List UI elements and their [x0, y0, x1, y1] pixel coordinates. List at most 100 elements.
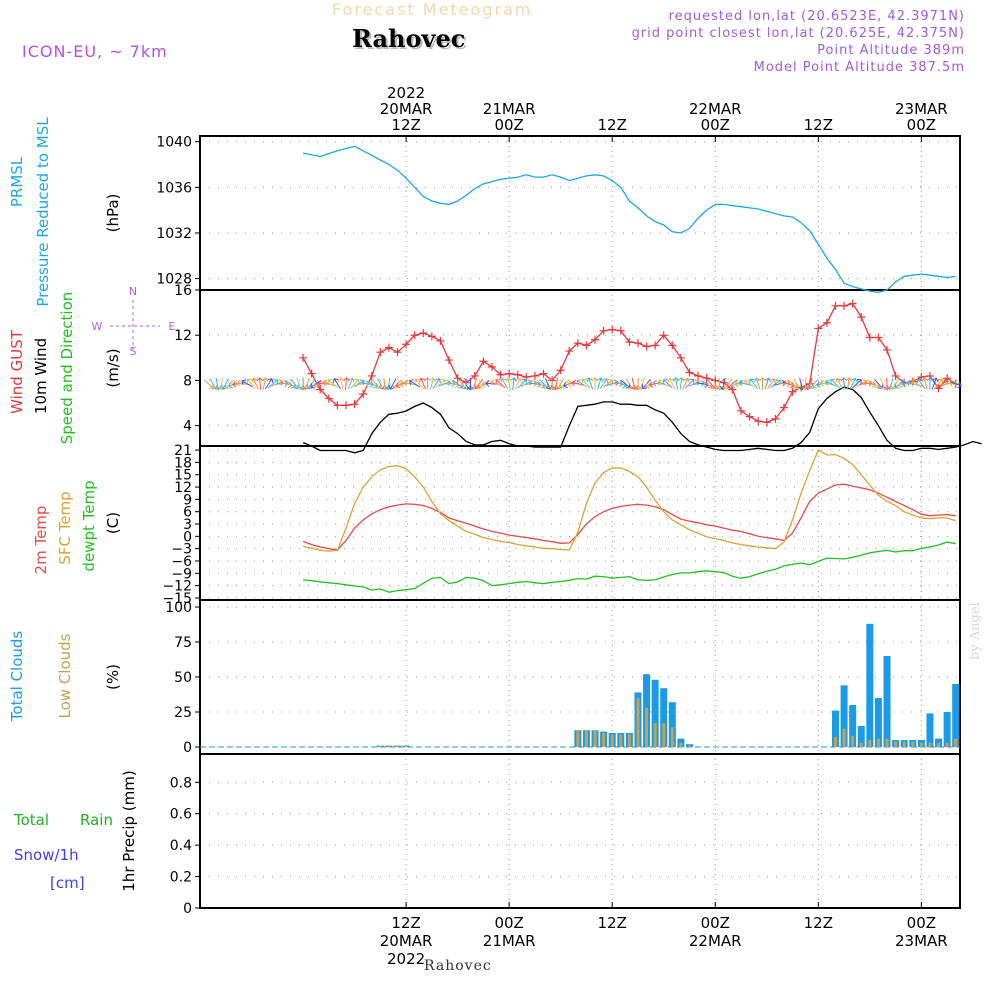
low-clouds-label: Low Clouds [56, 633, 74, 718]
low-cloud-bar [920, 743, 923, 747]
gust-marker [677, 354, 685, 362]
gust-marker [874, 333, 882, 341]
gust-marker [857, 313, 865, 321]
gust-marker [385, 344, 393, 352]
gust-marker [299, 354, 307, 362]
time-label-top: 12Z [391, 116, 420, 134]
y-tick-label: 0 [183, 740, 192, 756]
footer-location: Rahovec [424, 958, 492, 974]
low-cloud-bar [636, 698, 639, 747]
y-tick-label: 8 [183, 373, 192, 389]
low-cloud-bar [834, 737, 837, 747]
y-tick-label: 100 [165, 600, 192, 616]
gust-marker [505, 370, 513, 378]
time-label-bottom: 12Z [598, 914, 627, 932]
low-cloud-bar [619, 734, 622, 747]
time-label-bottom: 23MAR [895, 932, 948, 950]
compass-letter: S [130, 345, 137, 358]
compass-letter: E [169, 320, 176, 333]
gust-marker [866, 333, 874, 341]
y-tick-label: 0.2 [170, 870, 192, 886]
panel-frame [200, 290, 960, 446]
time-label-bottom: 00Z [701, 914, 730, 932]
temp2m-series [303, 484, 956, 550]
dewpt-label: dewpt Temp [80, 480, 98, 571]
dewpt-series [303, 542, 956, 592]
low-cloud-bar [928, 743, 931, 747]
pressure-label: PRMSL [8, 156, 26, 207]
gust-marker [634, 339, 642, 347]
y-tick-label: 0.8 [170, 775, 192, 791]
low-cloud-bar [602, 733, 605, 747]
y-tick-label: 25 [174, 705, 192, 721]
low-cloud-bar [937, 743, 940, 747]
wind-arrow [760, 378, 766, 390]
gust-marker [479, 357, 487, 365]
low-cloud-bar [877, 739, 880, 747]
total-cloud-bar [926, 713, 933, 747]
panel-frame [200, 136, 960, 290]
gust-marker [376, 348, 384, 356]
snow-label: Snow/1h [14, 846, 79, 864]
gust-marker [643, 343, 651, 351]
low-cloud-bar [662, 723, 665, 747]
low-cloud-bar [405, 746, 408, 747]
gust-marker [849, 300, 857, 308]
gust-label: Wind GUST [8, 329, 26, 414]
gust-marker [814, 324, 822, 332]
y-tick-label: 75 [174, 635, 192, 651]
wind-arrow [300, 378, 306, 390]
rain-label: Rain [80, 811, 113, 829]
time-label-top: 00Z [494, 116, 523, 134]
gust-marker [840, 302, 848, 310]
low-cloud-bar [645, 708, 648, 747]
gust-marker [754, 417, 762, 425]
low-cloud-bar [688, 746, 691, 747]
low-cloud-bar [585, 730, 588, 747]
time-label-bottom: 12Z [391, 914, 420, 932]
y-axis-label: (C) [104, 512, 122, 534]
gust-marker [368, 372, 376, 380]
time-label-top: 12Z [598, 116, 627, 134]
gust-marker [436, 337, 444, 345]
y-tick-label: 1032 [156, 226, 192, 242]
wind-series [303, 387, 981, 453]
time-label-top: 00Z [701, 116, 730, 134]
y-axis-label: (%) [104, 664, 122, 690]
credit-label: by Angel [968, 602, 983, 660]
wind-arrow [418, 377, 428, 390]
low-cloud-bar [671, 727, 674, 747]
gust-marker [763, 418, 771, 426]
low-cloud-bar [628, 734, 631, 747]
time-label-bottom: 00Z [494, 914, 523, 932]
gust-marker [703, 374, 711, 382]
gust-marker [428, 332, 436, 340]
time-label-bottom: 00Z [907, 914, 936, 932]
y-tick-label: 12 [174, 328, 192, 344]
y-axis-label: 1hr Precip (mm) [120, 770, 138, 891]
total-cloud-bar [944, 712, 951, 747]
time-label-top: 00Z [907, 116, 936, 134]
low-cloud-bar [894, 741, 897, 747]
low-cloud-bar [868, 740, 871, 747]
low-cloud-bar [594, 730, 597, 747]
y-axis-label: (m/s) [104, 348, 122, 387]
wind-arrow [927, 378, 933, 390]
gust-marker [789, 388, 797, 396]
low-cloud-bar [379, 746, 382, 747]
temp2m-label: 2m Temp [32, 506, 50, 575]
low-cloud-bar [946, 743, 949, 747]
wind-direction-label: Speed and Direction [58, 292, 76, 445]
y-axis-label: (hPa) [104, 194, 122, 233]
low-cloud-bar [860, 743, 863, 747]
gust-marker [445, 356, 453, 364]
gust-marker [883, 346, 891, 354]
total-cloud-bar [866, 624, 873, 747]
total-cloud-bar [884, 656, 891, 747]
gust-marker [582, 341, 590, 349]
low-cloud-bar [576, 730, 579, 747]
gust-marker [685, 369, 693, 377]
gust-marker [531, 372, 539, 380]
total-rain-label: Total [13, 811, 49, 829]
y-tick-label: 1040 [156, 135, 192, 151]
